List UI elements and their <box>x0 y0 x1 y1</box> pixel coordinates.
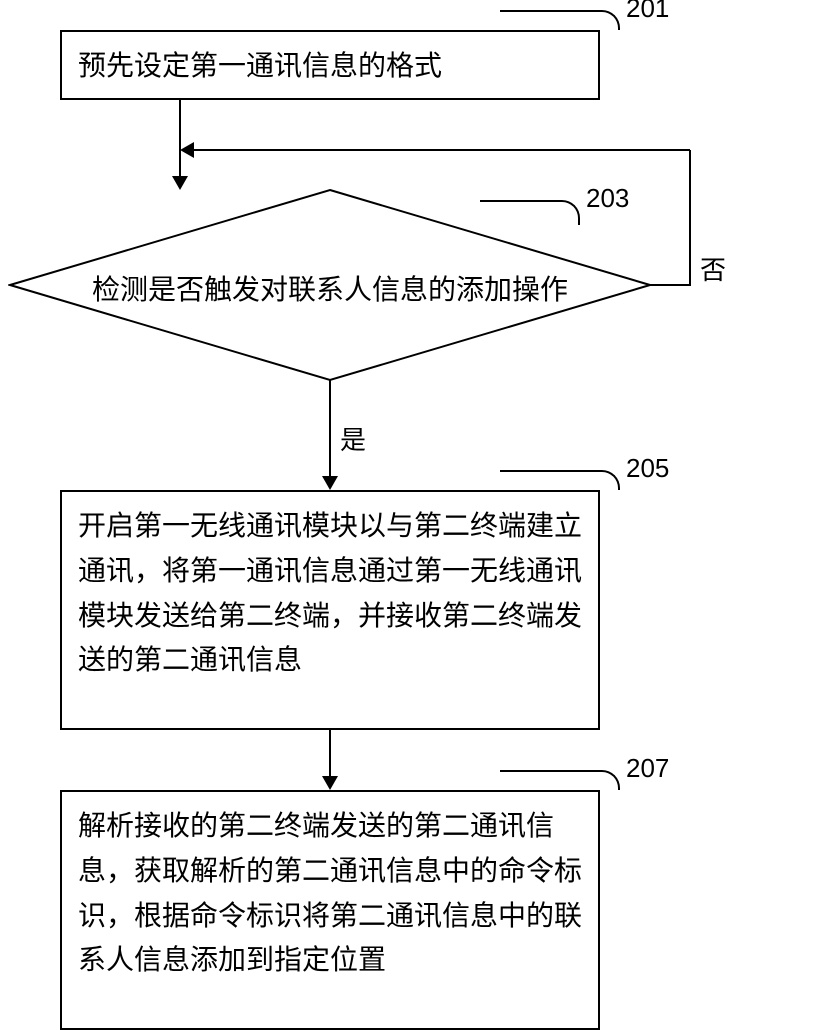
ref-label: 207 <box>626 753 669 784</box>
yes-label: 是 <box>340 420 366 457</box>
process-box-s207: 解析接收的第二终端发送的第二通讯信息，获取解析的第二通讯信息中的命令标识，根据命… <box>60 790 600 1030</box>
ref-label: 205 <box>626 453 669 484</box>
process-box-s205: 开启第一无线通讯模块以与第二终端建立通讯，将第一通讯信息通过第一无线通讯模块发送… <box>60 490 600 730</box>
decision-text: 检测是否触发对联系人信息的添加操作 <box>10 268 650 308</box>
ref-label: 201 <box>626 0 669 24</box>
no-label: 否 <box>700 250 726 287</box>
process-box-s201: 预先设定第一通讯信息的格式 <box>60 30 600 100</box>
ref-label: 203 <box>586 183 629 214</box>
